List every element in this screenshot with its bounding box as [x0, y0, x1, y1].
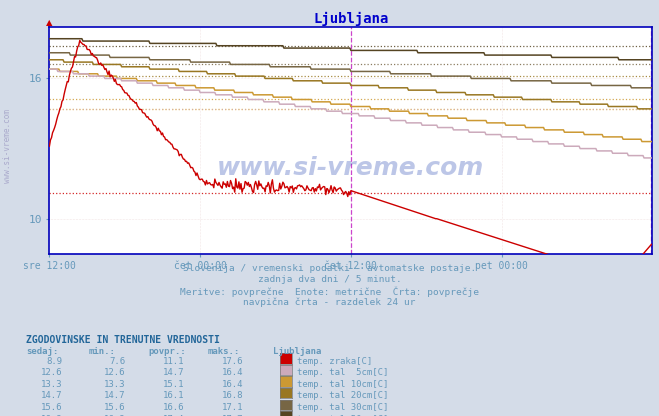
Text: 8.9: 8.9: [47, 357, 63, 366]
Text: temp. tal 30cm[C]: temp. tal 30cm[C]: [297, 403, 389, 412]
Text: 16.4: 16.4: [222, 368, 244, 377]
Text: 14.7: 14.7: [163, 368, 185, 377]
Text: temp. tal  5cm[C]: temp. tal 5cm[C]: [297, 368, 389, 377]
Text: ZGODOVINSKE IN TRENUTNE VREDNOSTI: ZGODOVINSKE IN TRENUTNE VREDNOSTI: [26, 335, 220, 345]
Text: 15.6: 15.6: [103, 403, 125, 412]
Text: temp. zraka[C]: temp. zraka[C]: [297, 357, 372, 366]
Text: 16.8: 16.8: [222, 391, 244, 401]
Text: 15.1: 15.1: [163, 380, 185, 389]
Text: 12.6: 12.6: [41, 368, 63, 377]
Text: ▲: ▲: [46, 18, 53, 27]
Text: 16.8: 16.8: [103, 415, 125, 416]
Text: 14.7: 14.7: [103, 391, 125, 401]
Text: 16.8: 16.8: [41, 415, 63, 416]
Text: Meritve: povprečne  Enote: metrične  Črta: povprečje: Meritve: povprečne Enote: metrične Črta:…: [180, 287, 479, 297]
Text: 13.3: 13.3: [103, 380, 125, 389]
Text: www.si-vreme.com: www.si-vreme.com: [3, 109, 13, 183]
Text: 16.4: 16.4: [222, 380, 244, 389]
Text: 17.6: 17.6: [222, 357, 244, 366]
Text: 14.7: 14.7: [41, 391, 63, 401]
Text: temp. tal 20cm[C]: temp. tal 20cm[C]: [297, 391, 389, 401]
Text: Slovenija / vremenski podatki - avtomatske postaje.: Slovenija / vremenski podatki - avtomats…: [183, 264, 476, 273]
Text: 7.6: 7.6: [109, 357, 125, 366]
Text: 17.7: 17.7: [222, 415, 244, 416]
Title: Ljubljana: Ljubljana: [313, 12, 389, 26]
Text: Ljubljana: Ljubljana: [273, 347, 322, 357]
Text: sedaj:: sedaj:: [26, 347, 59, 357]
Text: 11.1: 11.1: [163, 357, 185, 366]
Text: maks.:: maks.:: [208, 347, 240, 357]
Text: 15.6: 15.6: [41, 403, 63, 412]
Text: 16.1: 16.1: [163, 391, 185, 401]
Text: 13.3: 13.3: [41, 380, 63, 389]
Text: zadnja dva dni / 5 minut.: zadnja dva dni / 5 minut.: [258, 275, 401, 285]
Text: 12.6: 12.6: [103, 368, 125, 377]
Text: temp. tal 10cm[C]: temp. tal 10cm[C]: [297, 380, 389, 389]
Text: www.si-vreme.com: www.si-vreme.com: [217, 156, 484, 180]
Text: povpr.:: povpr.:: [148, 347, 186, 357]
Text: 16.6: 16.6: [163, 403, 185, 412]
Text: 17.4: 17.4: [163, 415, 185, 416]
Text: temp. tal 50cm[C]: temp. tal 50cm[C]: [297, 415, 389, 416]
Text: navpična črta - razdelek 24 ur: navpična črta - razdelek 24 ur: [243, 298, 416, 307]
Text: min.:: min.:: [89, 347, 116, 357]
Text: 17.1: 17.1: [222, 403, 244, 412]
